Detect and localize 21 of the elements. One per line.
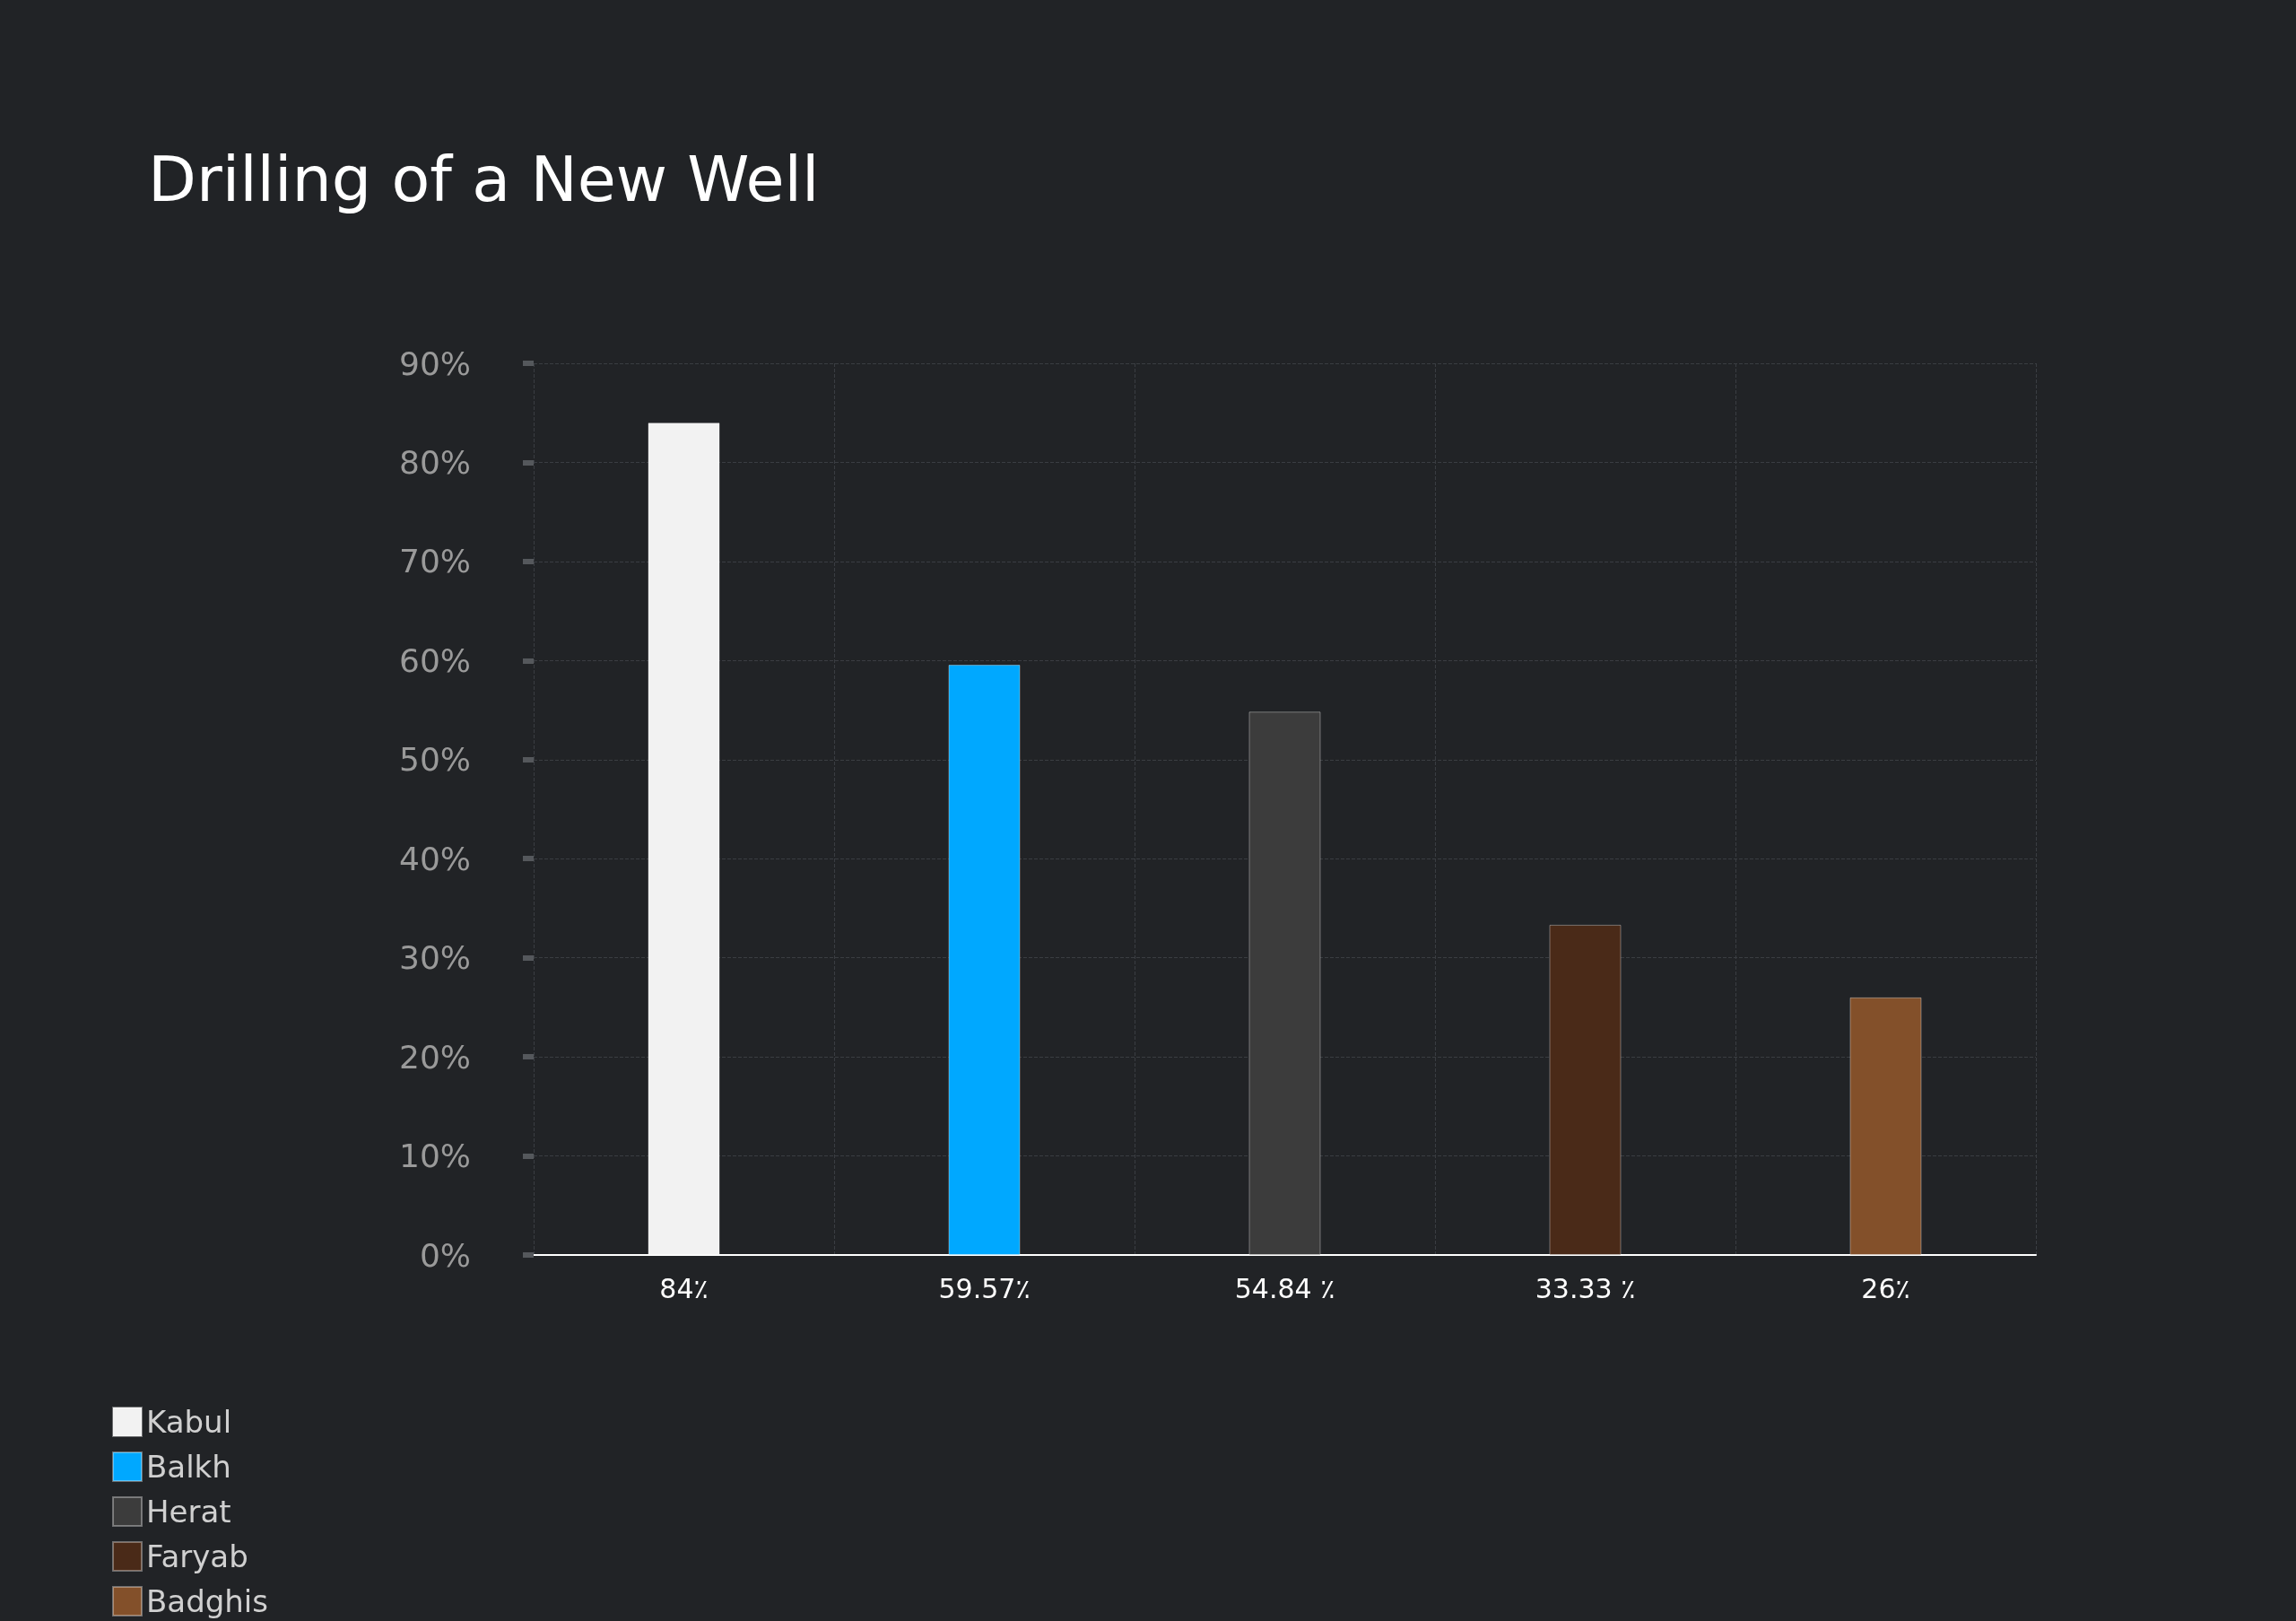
y-tick-label: 30% bbox=[398, 939, 471, 977]
legend-label: Faryab bbox=[146, 1538, 248, 1574]
y-tick-label: 90% bbox=[398, 344, 471, 382]
y-tick-label: 80% bbox=[398, 443, 471, 481]
y-tick-label: 40% bbox=[398, 840, 471, 877]
legend-label: Kabul bbox=[146, 1404, 232, 1440]
data-label: 84٪ bbox=[659, 1272, 709, 1304]
legend-label: Badghis bbox=[146, 1583, 269, 1619]
y-tick-label: 50% bbox=[398, 741, 471, 779]
data-label: 54.84 ٪ bbox=[1234, 1272, 1335, 1304]
y-tick-label: 60% bbox=[398, 641, 471, 679]
legend-label: Balkh bbox=[146, 1449, 231, 1485]
data-label: 33.33 ٪ bbox=[1535, 1272, 1636, 1304]
data-label: 59.57٪ bbox=[938, 1272, 1031, 1304]
y-tick-label: 70% bbox=[398, 543, 471, 580]
legend-label: Herat bbox=[146, 1494, 231, 1529]
y-tick-label: 20% bbox=[398, 1038, 471, 1076]
chart-title: Drilling of a New Well bbox=[148, 143, 820, 216]
y-tick-label: 0% bbox=[419, 1236, 471, 1274]
y-tick-label: 10% bbox=[398, 1137, 471, 1175]
data-label: 26٪ bbox=[1861, 1272, 1910, 1304]
